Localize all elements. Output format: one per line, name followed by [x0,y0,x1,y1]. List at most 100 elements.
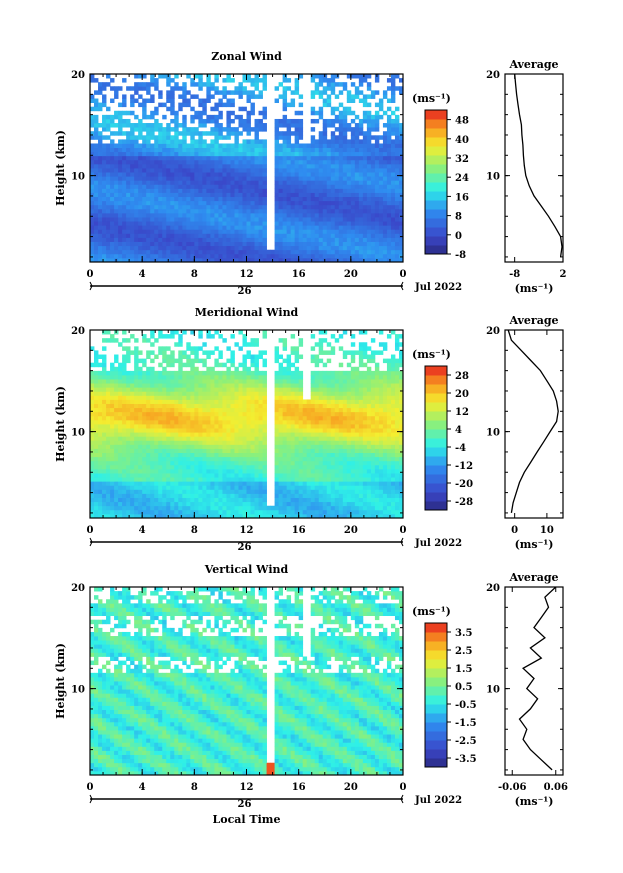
colorbar-segment [425,191,447,201]
y-tick-label: 20 [71,326,85,337]
x-tick-label: 8 [191,782,198,793]
colorbar-tick-label: 12 [455,407,469,418]
colorbar-tick-label: 0.5 [455,682,472,693]
colorbar-tick-label: -1.5 [455,718,477,729]
y-tick-label: 10 [71,428,85,439]
colorbar-segment [425,740,447,750]
average-x-tick-label: 0 [511,525,518,536]
x-tick-label: 0 [87,269,94,280]
colorbar-segment [425,420,447,430]
colorbar-segment [425,110,447,120]
colorbar-segment [425,474,447,484]
x-tick-label: 4 [139,782,146,793]
colorbar-segment [425,456,447,466]
colorbar-segment [425,749,447,759]
colorbar-segment [425,209,447,219]
panel-title: Zonal Wind [211,50,282,63]
average-x-axis-label: (ms⁻¹) [515,282,554,295]
average-x-tick-label: -8 [509,269,520,280]
average-frame [504,586,564,776]
x-tick-label: 4 [139,525,146,536]
x-tick-label: 12 [240,782,254,793]
average-y-tick-label: 20 [486,583,500,594]
colorbar-segment [425,668,447,678]
colorbar-segment [425,366,447,376]
y-tick-label: 20 [71,583,85,594]
colorbar-frame [424,365,448,511]
colorbar-segment [425,650,447,660]
x-tick-label: 0 [400,782,407,793]
colorbar-segment [425,447,447,457]
colorbar-segment [425,438,447,448]
x-tick-label: 16 [292,269,306,280]
colorbar-segment [425,501,447,511]
x-tick-label: 0 [87,525,94,536]
colorbar-tick-label: 16 [455,192,469,203]
colorbar-segment [425,182,447,192]
colorbar-tick-label: -4 [455,443,466,454]
colorbar-tick-label: 8 [455,212,462,223]
heatmap-cells [90,330,404,519]
average-y-tick-label: 10 [486,685,500,696]
panel-2: Vertical Wind 0 4 8 12 16 20 0 10 20 Height (km) 26… [54,563,568,810]
panel-1: Meridional Wind 0 4 8 12 16 20 0 10 20 Height (km)… [54,306,564,553]
colorbar-segment [425,218,447,228]
colorbar-frame [424,109,448,255]
colorbar-segment [425,384,447,394]
x-tick-label: 16 [292,782,306,793]
average-x-tick-label: -0.06 [498,782,527,793]
colorbar-segment [425,375,447,385]
y-axis-label: Height (km) [54,386,67,462]
average-title: Average [508,314,558,327]
colorbar-tick-label: 1.5 [455,664,472,675]
y-tick-label: 10 [71,685,85,696]
average-frame [504,329,564,519]
colorbar-segment [425,641,447,651]
average-x-axis-label: (ms⁻¹) [515,795,554,808]
colorbar-tick-label: 28 [455,371,469,382]
colorbar-tick-label: 3.5 [455,628,472,639]
colorbar-tick-label: 24 [455,173,469,184]
panel-title: Meridional Wind [195,306,299,319]
x-tick-label: 20 [344,269,358,280]
colorbar-segment [425,632,447,642]
colorbar-tick-label: -0.5 [455,700,477,711]
colorbar-tick-label: -12 [455,461,473,472]
colorbar-segment [425,393,447,403]
x-tick-label: 16 [292,525,306,536]
y-axis-label: Height (km) [54,130,67,206]
x-tick-label: 0 [87,782,94,793]
average-title: Average [508,571,558,584]
colorbar-segment [425,245,447,255]
colorbar-tick-label: 2.5 [455,646,472,657]
average-profile-line [518,586,557,771]
average-x-tick-label: 10 [540,525,554,536]
x-tick-label: 12 [240,269,254,280]
heatmap-cells [90,74,404,263]
colorbar-segment [425,731,447,741]
colorbar-segment [425,402,447,412]
heatmap-cells [90,587,404,776]
average-y-tick-label: 20 [486,326,500,337]
month-label: Jul 2022 [414,538,462,549]
x-tick-label: 12 [240,525,254,536]
colorbar-segment [425,465,447,475]
colorbar-segment [425,155,447,165]
x-tick-label: 0 [400,269,407,280]
colorbar-segment [425,137,447,147]
colorbar-segment [425,200,447,210]
average-x-tick-label: 0.06 [544,782,568,793]
x-axis-label: Local Time [213,813,281,826]
panel-title: Vertical Wind [204,563,289,576]
y-tick-label: 10 [71,172,85,183]
x-tick-label: 8 [191,525,198,536]
colorbar-segment [425,758,447,768]
colorbar-segment [425,146,447,156]
month-label: Jul 2022 [414,282,462,293]
colorbar-frame [424,622,448,768]
colorbar-segment [425,119,447,129]
colorbar-segment [425,722,447,732]
